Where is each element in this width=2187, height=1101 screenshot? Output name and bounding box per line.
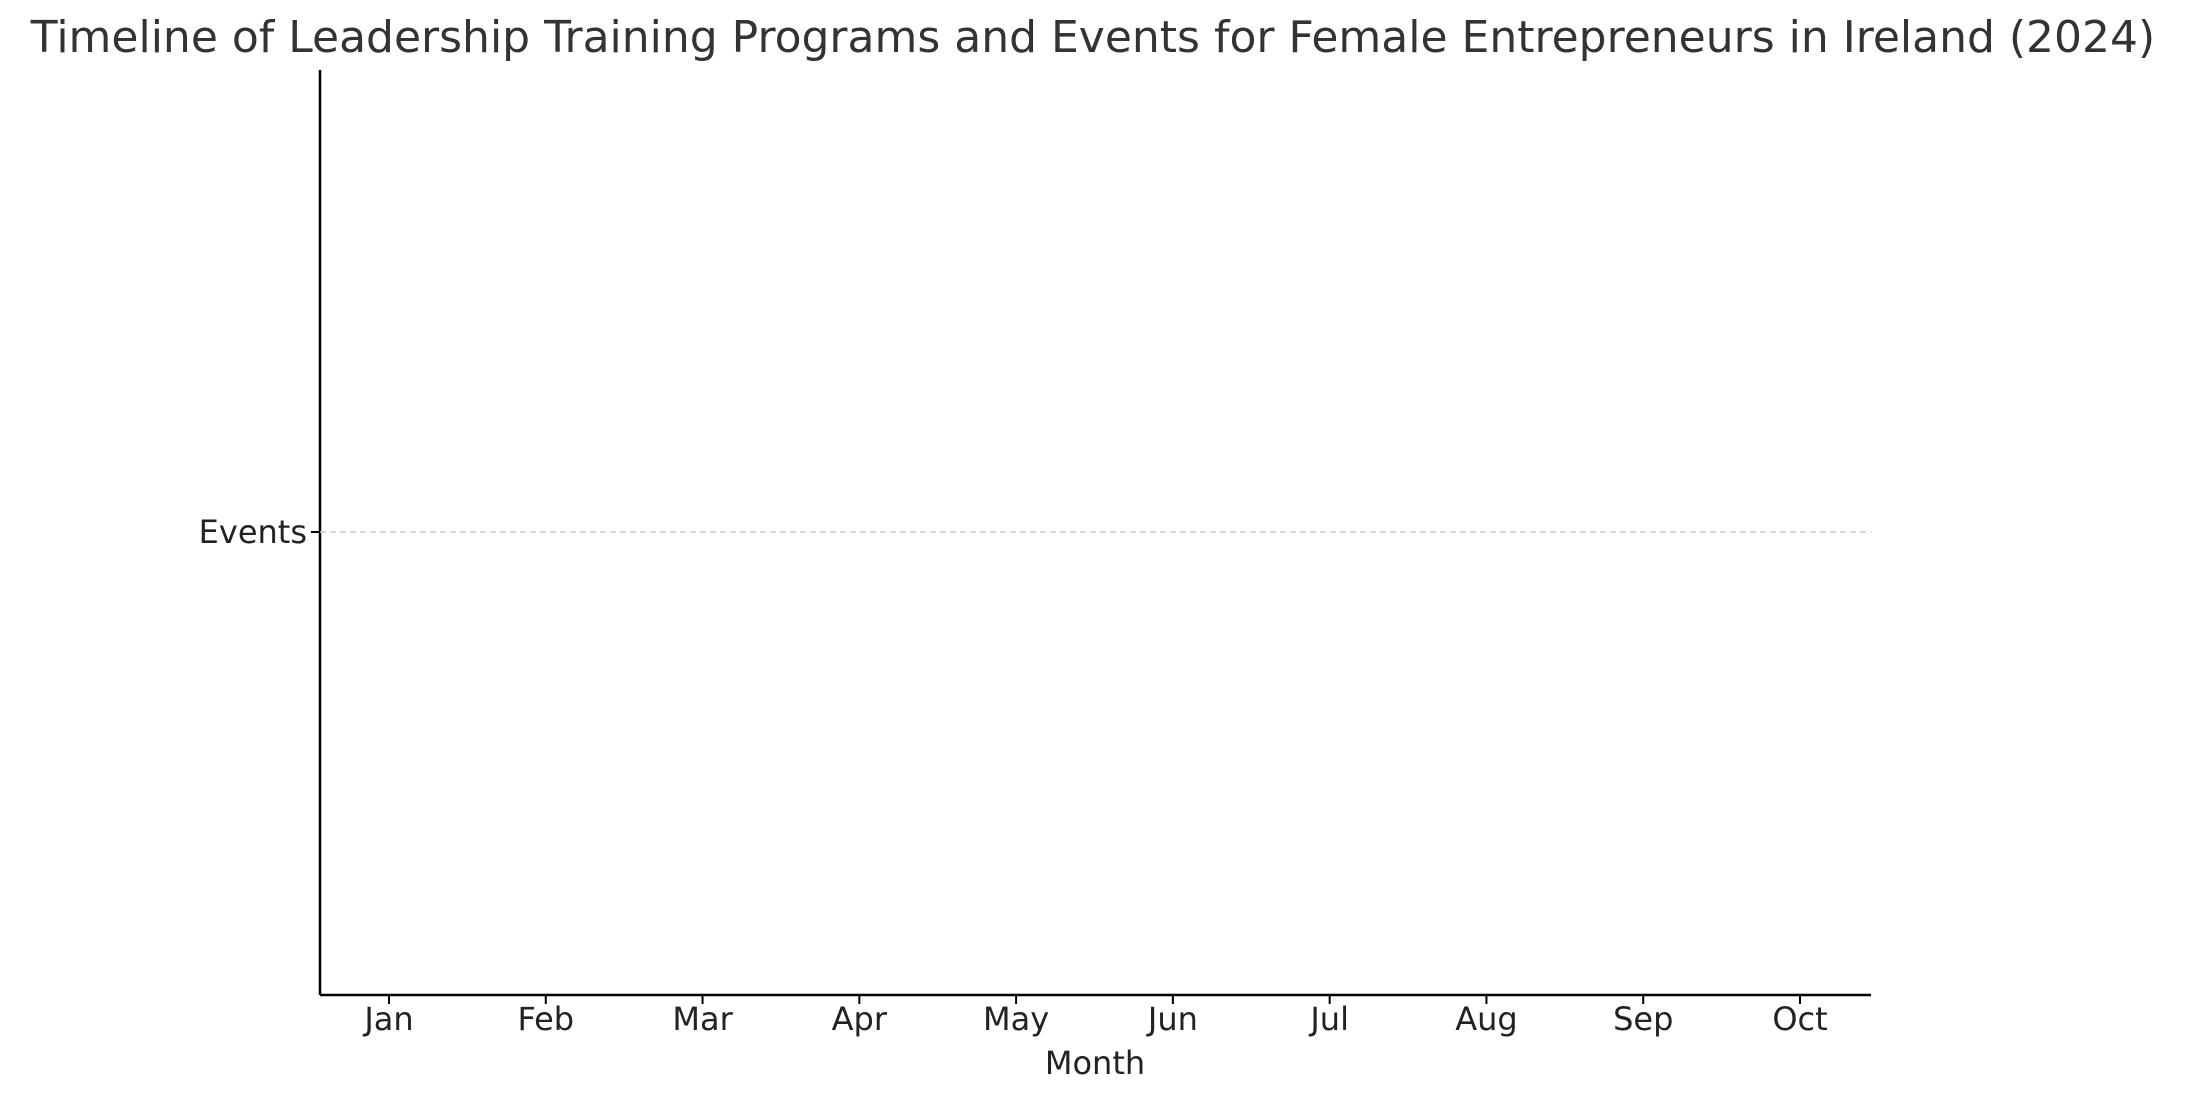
x-tick-label: Oct [1772,1000,1827,1038]
x-tick-label: May [983,1000,1049,1038]
x-tick-label: Feb [517,1000,574,1038]
y-ticks: Events [199,513,320,551]
x-axis-label: Month [1045,1044,1145,1082]
x-ticks: Jan Feb Mar Apr May Jun Jul Aug Sep Oct [362,995,1828,1038]
x-tick-label: Mar [672,1000,733,1038]
x-tick-label: Apr [832,1000,888,1038]
x-tick-label: Sep [1613,1000,1673,1038]
x-tick-label: Jun [1146,1000,1198,1038]
x-tick-label: Aug [1455,1000,1517,1038]
x-tick-label: Jan [362,1000,413,1038]
y-tick-label: Events [199,513,307,551]
x-tick-label: Jul [1308,1000,1349,1038]
chart-title: Timeline of Leadership Training Programs… [30,12,2155,63]
